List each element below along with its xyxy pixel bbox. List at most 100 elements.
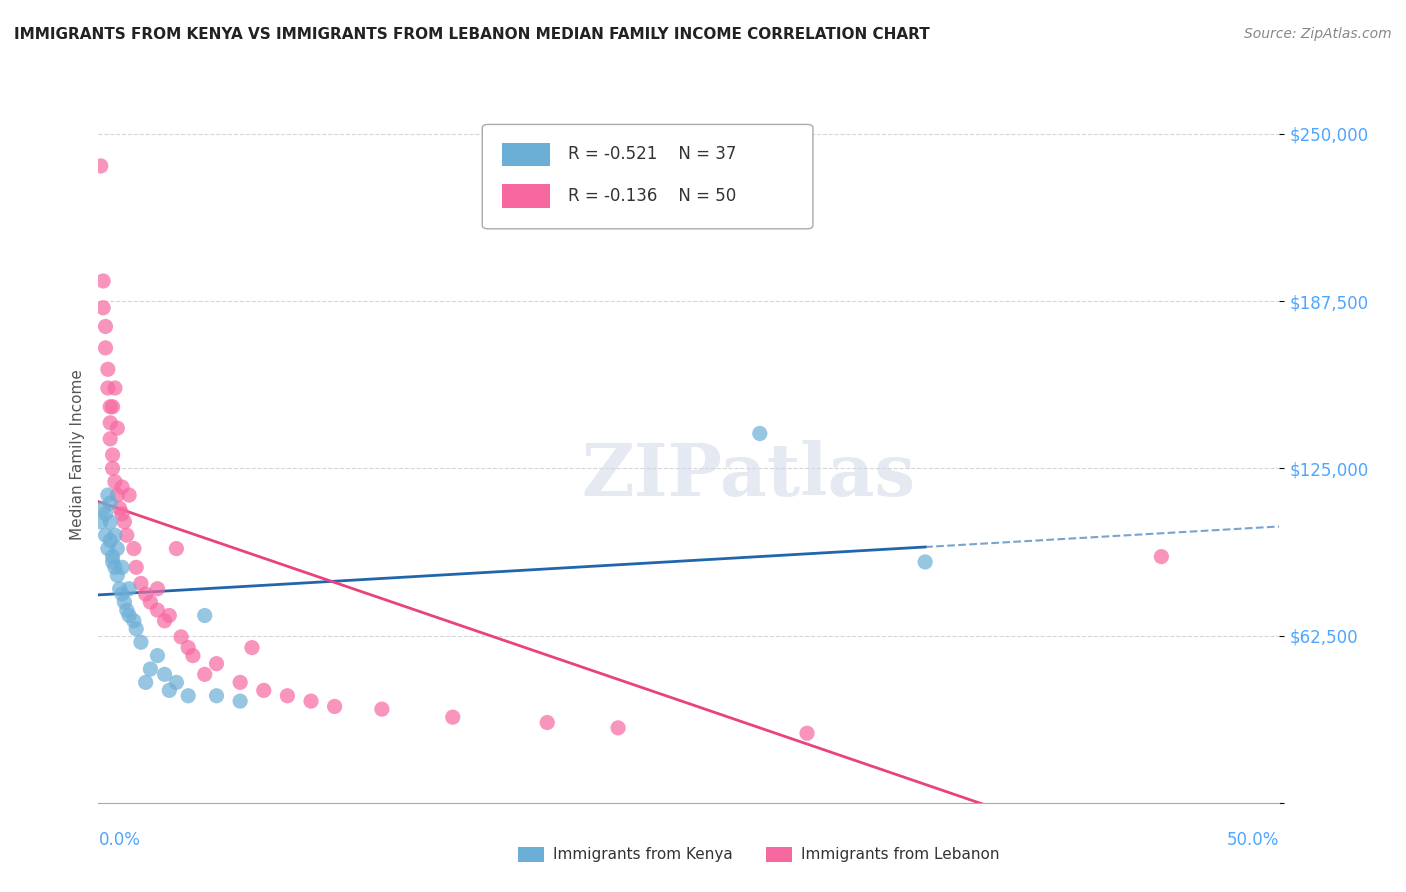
Point	[536, 715, 558, 730]
Point	[112, 595, 135, 609]
Point	[105, 541, 128, 556]
Point	[118, 582, 141, 596]
Point	[104, 560, 127, 574]
Point	[371, 702, 394, 716]
Text: 0.0%: 0.0%	[98, 830, 141, 848]
Bar	[766, 847, 792, 862]
Point	[118, 488, 141, 502]
Point	[276, 689, 298, 703]
Point	[165, 541, 187, 556]
Text: IMMIGRANTS FROM KENYA VS IMMIGRANTS FROM LEBANON MEDIAN FAMILY INCOME CORRELATIO: IMMIGRANTS FROM KENYA VS IMMIGRANTS FROM…	[14, 27, 929, 42]
Point	[101, 448, 124, 462]
Point	[194, 667, 217, 681]
Point	[796, 726, 818, 740]
Point	[97, 488, 120, 502]
Point	[98, 515, 121, 529]
Text: Immigrants from Lebanon: Immigrants from Lebanon	[801, 847, 1000, 862]
Point	[118, 608, 141, 623]
Point	[229, 675, 252, 690]
Point	[170, 630, 193, 644]
Point	[91, 301, 114, 315]
Text: 50.0%: 50.0%	[1227, 830, 1279, 848]
Point	[229, 694, 252, 708]
Point	[105, 568, 128, 582]
Point	[177, 689, 200, 703]
Point	[97, 362, 120, 376]
Point	[129, 576, 152, 591]
Point	[94, 528, 117, 542]
Point	[165, 675, 187, 690]
Point	[194, 608, 217, 623]
Point	[94, 507, 117, 521]
Point	[91, 501, 114, 516]
Point	[108, 582, 131, 596]
Point	[115, 603, 138, 617]
Point	[91, 274, 114, 288]
Point	[98, 432, 121, 446]
Point	[112, 515, 135, 529]
Point	[146, 648, 169, 663]
Point	[125, 560, 148, 574]
Point	[122, 614, 145, 628]
Text: ZIPatlas: ZIPatlas	[581, 441, 915, 511]
Point	[1150, 549, 1173, 564]
Point	[98, 533, 121, 548]
FancyBboxPatch shape	[482, 124, 813, 229]
Point	[101, 549, 124, 564]
Point	[122, 541, 145, 556]
Point	[177, 640, 200, 655]
Point	[94, 341, 117, 355]
Point	[441, 710, 464, 724]
Point	[94, 319, 117, 334]
Text: Immigrants from Kenya: Immigrants from Kenya	[553, 847, 733, 862]
Point	[139, 662, 162, 676]
Point	[115, 528, 138, 542]
Point	[111, 560, 134, 574]
Point	[105, 421, 128, 435]
Point	[104, 528, 127, 542]
Bar	[502, 185, 550, 208]
Point	[97, 541, 120, 556]
Bar	[517, 847, 544, 862]
Point	[157, 683, 180, 698]
Point	[181, 648, 204, 663]
Point	[90, 515, 112, 529]
Point	[111, 587, 134, 601]
Point	[607, 721, 630, 735]
Point	[146, 582, 169, 596]
Point	[98, 400, 121, 414]
Bar	[502, 143, 550, 166]
Point	[135, 587, 157, 601]
Point	[101, 555, 124, 569]
Point	[98, 416, 121, 430]
Point	[105, 488, 128, 502]
Point	[146, 603, 169, 617]
Point	[748, 426, 770, 441]
Point	[157, 608, 180, 623]
Point	[111, 507, 134, 521]
Point	[97, 381, 120, 395]
Point	[90, 159, 112, 173]
Point	[125, 622, 148, 636]
Point	[108, 501, 131, 516]
Point	[98, 496, 121, 510]
Point	[323, 699, 346, 714]
Point	[101, 400, 124, 414]
Text: R = -0.521    N = 37: R = -0.521 N = 37	[568, 145, 737, 163]
Point	[205, 657, 228, 671]
Text: R = -0.136    N = 50: R = -0.136 N = 50	[568, 187, 737, 205]
Point	[153, 614, 176, 628]
Point	[299, 694, 322, 708]
Point	[153, 667, 176, 681]
Text: Source: ZipAtlas.com: Source: ZipAtlas.com	[1244, 27, 1392, 41]
Point	[104, 475, 127, 489]
Point	[104, 381, 127, 395]
Point	[914, 555, 936, 569]
Point	[111, 480, 134, 494]
Point	[129, 635, 152, 649]
Point	[240, 640, 263, 655]
Point	[253, 683, 276, 698]
Point	[205, 689, 228, 703]
Y-axis label: Median Family Income: Median Family Income	[69, 369, 84, 541]
Point	[139, 595, 162, 609]
